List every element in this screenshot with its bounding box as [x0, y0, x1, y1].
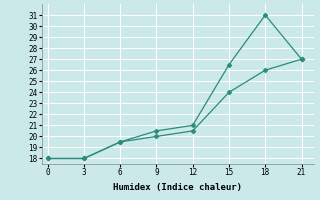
X-axis label: Humidex (Indice chaleur): Humidex (Indice chaleur) [113, 183, 242, 192]
